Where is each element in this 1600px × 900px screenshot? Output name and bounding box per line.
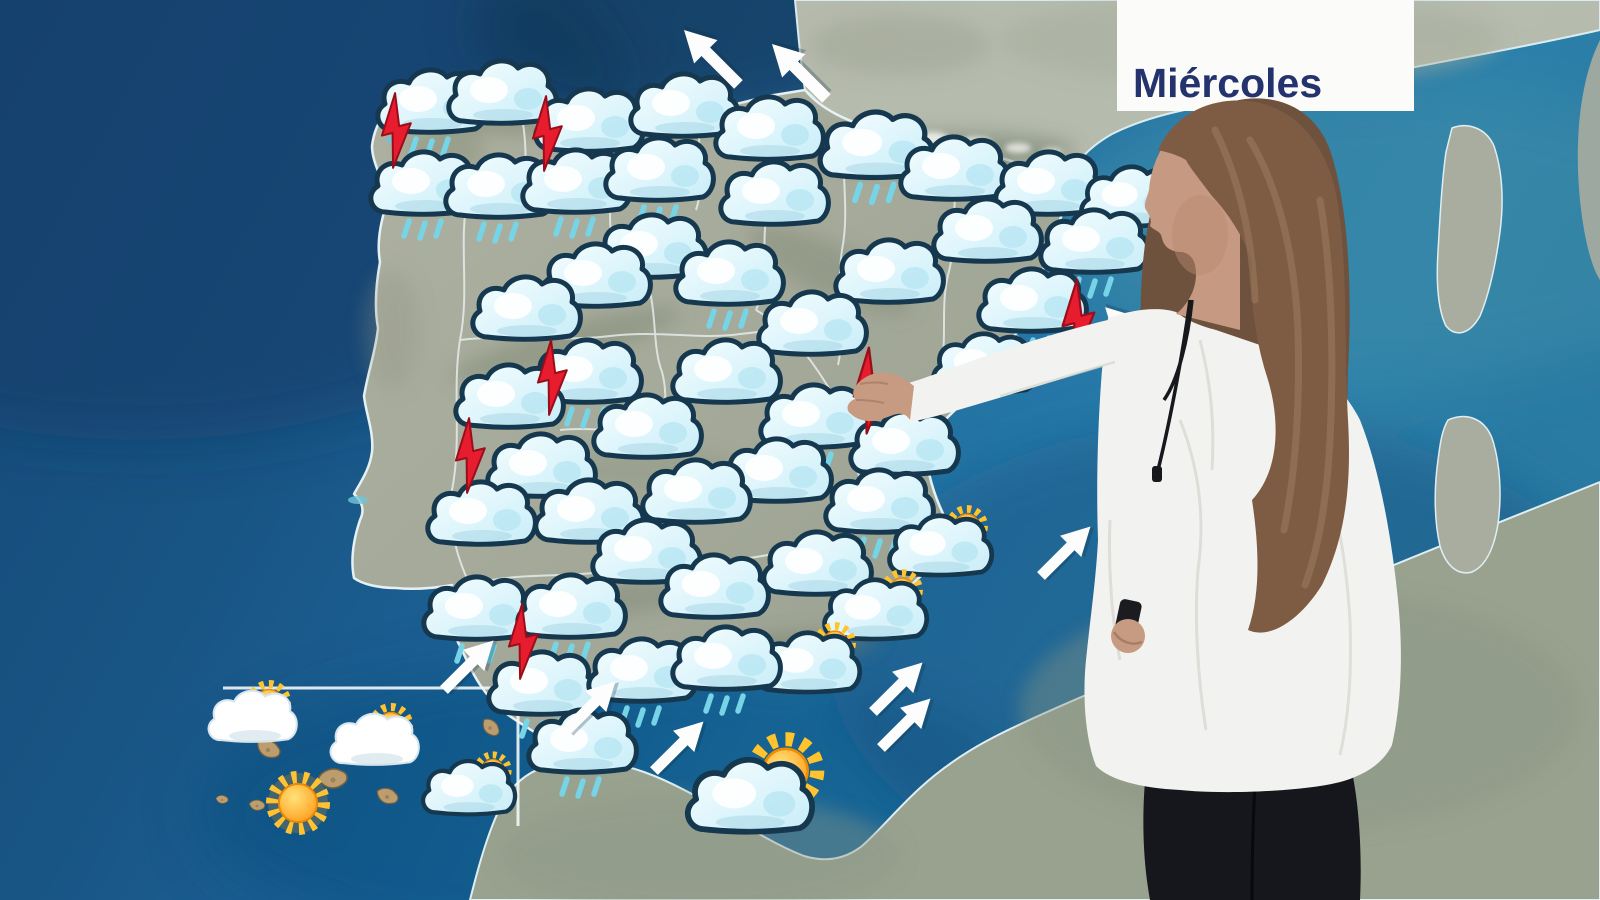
sun-icon	[268, 773, 328, 833]
coast-sliver	[1577, 40, 1600, 280]
island-sardinia	[1434, 415, 1501, 574]
presenter-arm	[904, 316, 1134, 422]
day-label: Miércoles	[1133, 60, 1322, 106]
presenter-hand	[847, 372, 914, 422]
presenter-hair	[1158, 100, 1349, 633]
day-panel: Miércoles	[1117, 0, 1414, 111]
day-panel-bg	[1117, 0, 1414, 111]
presenter	[847, 98, 1401, 900]
island-corsica	[1436, 125, 1503, 334]
